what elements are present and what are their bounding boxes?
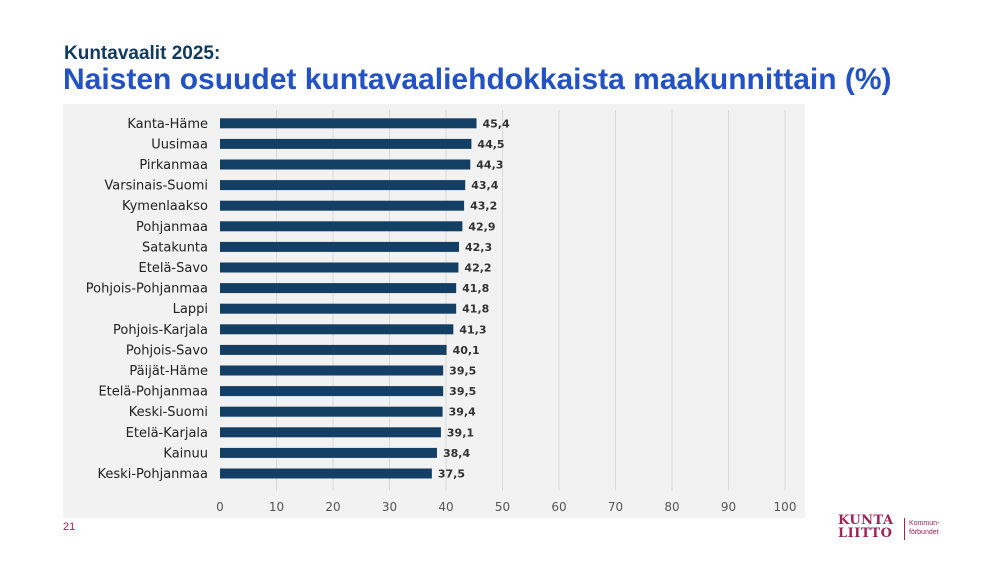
- x-tick-label: 10: [269, 500, 284, 514]
- value-label: 38,4: [443, 447, 470, 460]
- category-label: Pohjois-Karjala: [113, 323, 208, 338]
- x-tick-label: 100: [774, 500, 797, 514]
- x-tick-label: 0: [216, 500, 224, 514]
- chart-subtitle: Kuntavaalit 2025:: [64, 43, 221, 64]
- category-label: Kymenlaakso: [122, 199, 208, 214]
- value-label: 42,9: [468, 220, 495, 233]
- x-tick-label: 90: [721, 500, 736, 514]
- value-label: 44,5: [477, 138, 504, 151]
- category-label: Lappi: [173, 302, 208, 317]
- bar: [220, 427, 441, 438]
- bar: [220, 159, 471, 170]
- x-tick-label: 30: [382, 500, 397, 514]
- bar: [220, 262, 459, 273]
- page-number: 21: [63, 521, 76, 533]
- chart-title: Naisten osuudet kuntavaaliehdokkaista ma…: [63, 63, 892, 96]
- category-label: Etelä-Pohjanmaa: [98, 385, 208, 400]
- category-label: Uusimaa: [151, 137, 208, 152]
- value-label: 44,3: [476, 159, 503, 172]
- logo-side-text: Kommun- förbundet: [909, 520, 940, 536]
- bar: [220, 221, 463, 232]
- value-label: 41,8: [462, 303, 489, 316]
- category-label: Pohjois-Pohjanmaa: [86, 282, 208, 297]
- value-label: 37,5: [438, 468, 465, 481]
- bar: [220, 200, 465, 211]
- category-label: Pohjanmaa: [136, 220, 208, 235]
- bar: [220, 468, 432, 479]
- category-label: Pirkanmaa: [139, 158, 208, 173]
- category-label: Keski-Pohjanmaa: [98, 467, 208, 482]
- bar: [220, 303, 457, 314]
- kuntaliitto-logo: KUNTA LIITTO Kommun- förbundet: [838, 514, 958, 548]
- value-label: 41,8: [462, 282, 489, 295]
- bar-chart: Kanta-Häme 45,4 Uusimaa 44,5 Pirkanmaa 44,3 Va…: [86, 110, 797, 514]
- value-label: 39,1: [447, 426, 474, 439]
- bar: [220, 118, 477, 129]
- x-tick-label: 60: [551, 500, 566, 514]
- bar: [220, 241, 459, 252]
- bar: [220, 344, 447, 355]
- value-label: 39,4: [449, 406, 476, 419]
- x-tick-label: 40: [438, 500, 453, 514]
- x-tick-label: 50: [495, 500, 510, 514]
- value-label: 43,4: [471, 179, 498, 192]
- value-label: 45,4: [483, 117, 510, 130]
- bar: [220, 324, 454, 335]
- category-label: Satakunta: [142, 240, 208, 255]
- x-tick-label: 70: [608, 500, 623, 514]
- bar: [220, 447, 437, 458]
- category-label: Varsinais-Suomi: [104, 179, 208, 194]
- category-label: Päijät-Häme: [129, 364, 208, 379]
- value-label: 43,2: [470, 200, 497, 213]
- bar: [220, 180, 466, 191]
- category-label: Pohjois-Savo: [126, 343, 208, 358]
- value-label: 42,3: [465, 241, 492, 254]
- logo-divider: [904, 518, 905, 540]
- bar: [220, 406, 443, 417]
- category-label: Kainuu: [163, 446, 208, 461]
- category-label: Etelä-Savo: [139, 261, 208, 276]
- category-label: Keski-Suomi: [129, 405, 208, 420]
- bar: [220, 138, 472, 149]
- value-label: 42,2: [464, 262, 491, 275]
- value-label: 39,5: [449, 365, 476, 378]
- bar: [220, 365, 444, 376]
- logo-wordmark: KUNTA LIITTO: [838, 513, 894, 541]
- bar: [220, 386, 444, 397]
- category-label: Etelä-Karjala: [126, 426, 208, 441]
- x-tick-label: 80: [664, 500, 679, 514]
- category-label: Kanta-Häme: [127, 117, 208, 132]
- value-label: 41,3: [459, 323, 486, 336]
- bar: [220, 283, 457, 294]
- value-label: 40,1: [453, 344, 480, 357]
- value-label: 39,5: [449, 385, 476, 398]
- x-tick-label: 20: [325, 500, 340, 514]
